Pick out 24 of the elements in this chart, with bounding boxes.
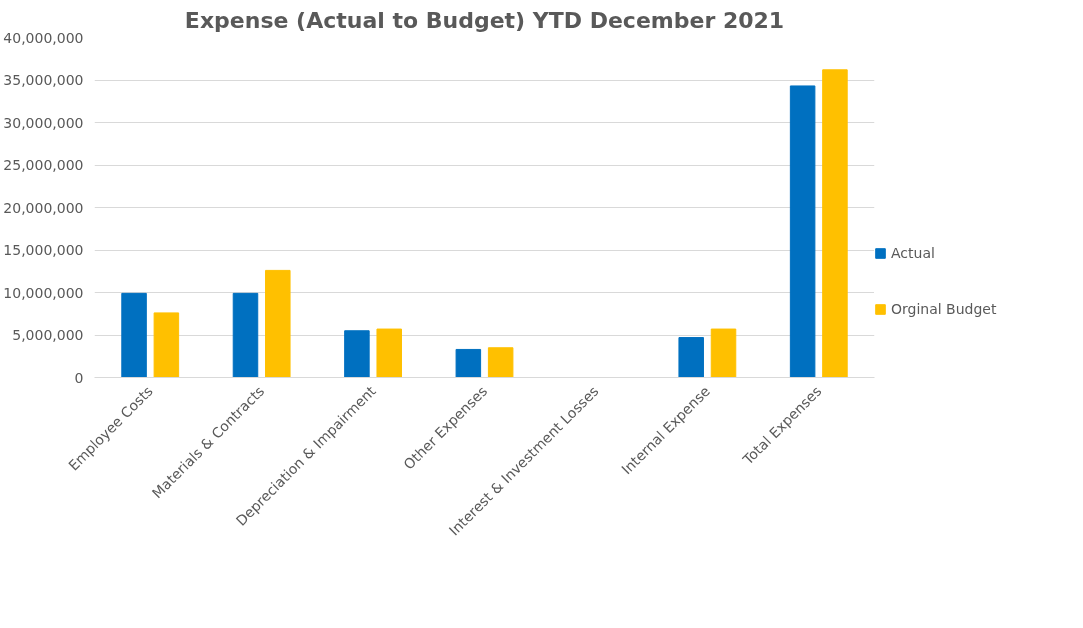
bar xyxy=(789,85,816,378)
y-tick-label: 30,000,000 xyxy=(3,114,84,131)
y-tick-label: 35,000,000 xyxy=(3,72,84,88)
bar xyxy=(455,348,482,378)
bar xyxy=(822,69,848,378)
bar xyxy=(710,328,737,378)
legend-label: Actual xyxy=(891,245,935,261)
bar xyxy=(376,328,402,378)
y-tick-label: 0 xyxy=(74,369,84,386)
y-tick-label: 15,000,000 xyxy=(3,242,84,258)
chart-title: Expense (Actual to Budget) YTD December 2021 xyxy=(184,7,785,33)
bar xyxy=(344,330,370,378)
y-tick-label: 40,000,000 xyxy=(3,29,84,46)
bar xyxy=(121,292,147,378)
y-tick-label: 20,000,000 xyxy=(3,199,84,216)
bar xyxy=(487,347,514,378)
y-tick-label: 5,000,000 xyxy=(12,327,84,343)
bar xyxy=(265,269,291,378)
bar xyxy=(153,312,180,378)
legend-label: Orginal Budget xyxy=(891,301,997,317)
bar xyxy=(232,292,259,378)
y-tick-label: 10,000,000 xyxy=(3,284,84,301)
bar xyxy=(678,337,704,378)
y-tick-label: 25,000,000 xyxy=(3,157,84,173)
